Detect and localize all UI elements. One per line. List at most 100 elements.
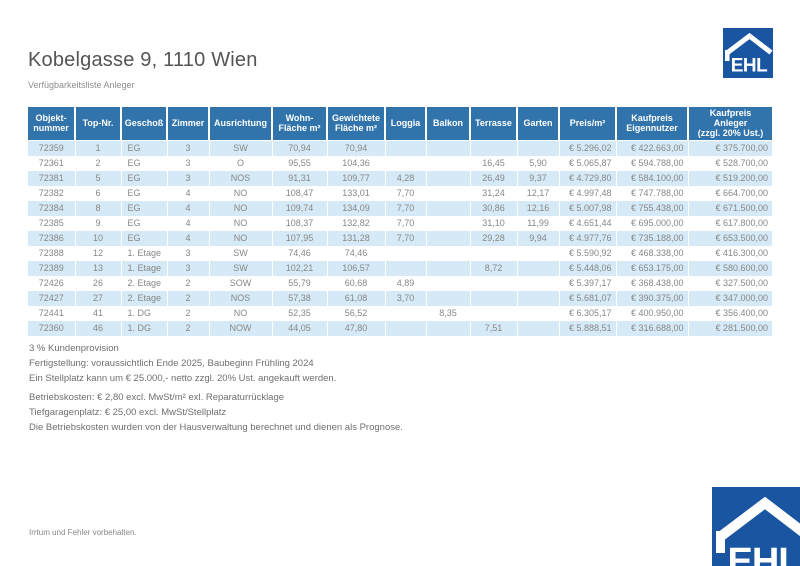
- table-row: 72427 27 2. Etage 2 NOS 57,38 61,08 3,70 € 5.681…: [28, 290, 772, 306]
- table-cell: 47,80: [327, 320, 386, 336]
- table-cell: [470, 275, 518, 291]
- table-cell: 2. Etage: [121, 290, 168, 306]
- table-cell: € 594.788,00: [616, 155, 689, 171]
- table-cell: 104,36: [327, 155, 386, 171]
- table-cell: [426, 185, 471, 201]
- table-cell: € 6.305,17: [559, 305, 617, 321]
- table-cell: SW: [209, 245, 273, 261]
- table-cell: 8: [75, 200, 122, 216]
- table-cell: 31,10: [470, 215, 518, 231]
- table-cell: NO: [209, 305, 273, 321]
- table-cell: 70,94: [327, 140, 386, 156]
- table-cell: 72441: [28, 305, 76, 321]
- table-cell: 41: [75, 305, 122, 321]
- table-cell: € 327.500,00: [715, 277, 768, 288]
- table-cell: € 368.438,00: [616, 275, 689, 291]
- table-cell: € 4.977,76: [559, 230, 617, 246]
- table-cell: 61,08: [327, 290, 386, 306]
- page-subtitle: Verfügbarkeitsliste Anleger: [28, 80, 135, 90]
- table-cell: [385, 305, 427, 321]
- ehl-house-icon: EHL: [712, 487, 800, 566]
- table-cell: [426, 290, 471, 306]
- table-row: 72388 12 1. Etage 3 SW 74,46 74,46 € 5.590,92 € …: [28, 245, 772, 261]
- ehl-logo-bottom: EHL: [712, 487, 800, 566]
- table-cell: 46: [75, 320, 122, 336]
- table-cell: [517, 290, 560, 306]
- table-cell: 4: [167, 200, 210, 216]
- svg-text:EHL: EHL: [731, 56, 768, 77]
- table-cell: EG: [121, 200, 168, 216]
- table-cell: 30,86: [470, 200, 518, 216]
- table-cell: 2: [167, 305, 210, 321]
- note-line: 3 % Kundenprovision: [29, 343, 119, 354]
- table-cell: [426, 275, 471, 291]
- table-cell: 72386: [28, 230, 76, 246]
- notes-block-commission: 3 % Kundenprovision Fertigstellung: vorau…: [29, 341, 336, 386]
- table-cell: 95,55: [272, 155, 328, 171]
- column-header: Kaufpreis Anleger (zzgl. 20% Ust.): [688, 107, 772, 141]
- table-cell: EG: [121, 155, 168, 171]
- table-cell: [426, 155, 471, 171]
- table-cell: 70,94: [272, 140, 328, 156]
- table-cell: 16,45: [470, 155, 518, 171]
- note-line: Fertigstellung: voraussichtlich Ende 202…: [29, 358, 314, 369]
- column-header: Gewichtete Fläche m²: [327, 107, 386, 141]
- table-row: 72385 9 EG 4 NO 108,37 132,82 7,70 31,10 11,99 € 4…: [28, 215, 772, 231]
- column-header: Wohn- Fläche m²: [272, 107, 328, 141]
- table-cell: € 735.188,00: [616, 230, 689, 246]
- table-cell: 55,79: [272, 275, 328, 291]
- table-cell: 7,51: [470, 320, 518, 336]
- table-cell: EG: [121, 230, 168, 246]
- table-cell: NO: [209, 230, 273, 246]
- column-header: Garten: [517, 107, 560, 141]
- table-cell: 4: [167, 215, 210, 231]
- table-cell: 72359: [28, 140, 76, 156]
- table-cell: 72382: [28, 185, 76, 201]
- table-cell: € 5.065,87: [559, 155, 617, 171]
- column-header: Loggia: [385, 107, 427, 141]
- table-cell: [385, 320, 427, 336]
- table-cell: 7,70: [385, 185, 427, 201]
- table-cell: [426, 140, 471, 156]
- table-cell: [470, 290, 518, 306]
- table-cell: 3: [167, 245, 210, 261]
- table-cell: € 695.000,00: [616, 215, 689, 231]
- table-cell: [385, 260, 427, 276]
- table-cell: € 5.007,98: [559, 200, 617, 216]
- table-cell: NO: [209, 200, 273, 216]
- table-cell: € 468.338,00: [616, 245, 689, 261]
- table-cell: 108,47: [272, 185, 328, 201]
- table-cell: 107,95: [272, 230, 328, 246]
- table-cell: [517, 245, 560, 261]
- table-cell: 132,82: [327, 215, 386, 231]
- table-cell: O: [209, 155, 273, 171]
- table-cell: € 5.397,17: [559, 275, 617, 291]
- table-cell: EG: [121, 140, 168, 156]
- table-cell: [517, 275, 560, 291]
- table-cell: 74,46: [272, 245, 328, 261]
- table-cell: € 281.500,00: [715, 322, 768, 333]
- note-line: Betriebskosten: € 2,80 excl. MwSt/m² exl…: [29, 392, 285, 403]
- table-cell: NOS: [209, 290, 273, 306]
- table-cell: 72385: [28, 215, 76, 231]
- table-cell: € 4.997,48: [559, 185, 617, 201]
- table-cell: € 584.100,00: [616, 170, 689, 186]
- table-cell: 72389: [28, 260, 76, 276]
- table-cell: 2: [167, 290, 210, 306]
- table-cell: [426, 170, 471, 186]
- table-cell: 72388: [28, 245, 76, 261]
- table-cell: 1. DG: [121, 305, 168, 321]
- table-cell: € 671.500,00: [715, 202, 768, 213]
- table-cell: € 4.729,80: [559, 170, 617, 186]
- table-cell: [426, 200, 471, 216]
- table-cell: [426, 320, 471, 336]
- table-cell: 2: [167, 320, 210, 336]
- table-cell: [426, 230, 471, 246]
- column-header: Preis/m²: [559, 107, 617, 141]
- table-cell: [517, 260, 560, 276]
- column-header: Top-Nr.: [75, 107, 122, 141]
- table-cell: € 747.788,00: [616, 185, 689, 201]
- table-cell: € 528.700,00: [715, 157, 768, 168]
- table-cell: 1. DG: [121, 320, 168, 336]
- table-cell: 2: [167, 275, 210, 291]
